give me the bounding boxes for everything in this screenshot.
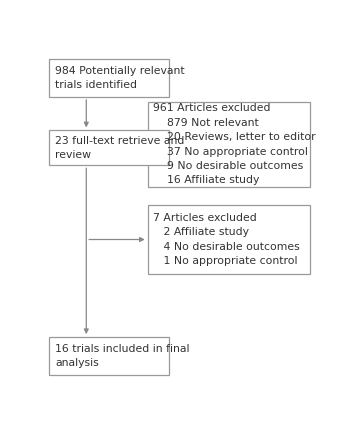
Text: 961 Articles excluded
    879 Not relevant
    20 Reviews, letter to editor
    : 961 Articles excluded 879 Not relevant 2… <box>152 103 315 185</box>
FancyBboxPatch shape <box>49 130 170 165</box>
Text: 16 trials included in final
analysis: 16 trials included in final analysis <box>56 344 190 368</box>
FancyBboxPatch shape <box>49 58 170 97</box>
FancyBboxPatch shape <box>148 205 310 274</box>
FancyBboxPatch shape <box>148 102 310 187</box>
Text: 7 Articles excluded
   2 Affiliate study
   4 No desirable outcomes
   1 No appr: 7 Articles excluded 2 Affiliate study 4 … <box>152 213 299 266</box>
Text: 23 full-text retrieve and
review: 23 full-text retrieve and review <box>56 136 185 160</box>
FancyBboxPatch shape <box>49 337 170 375</box>
Text: 984 Potentially relevant
trials identified: 984 Potentially relevant trials identifi… <box>56 65 185 90</box>
